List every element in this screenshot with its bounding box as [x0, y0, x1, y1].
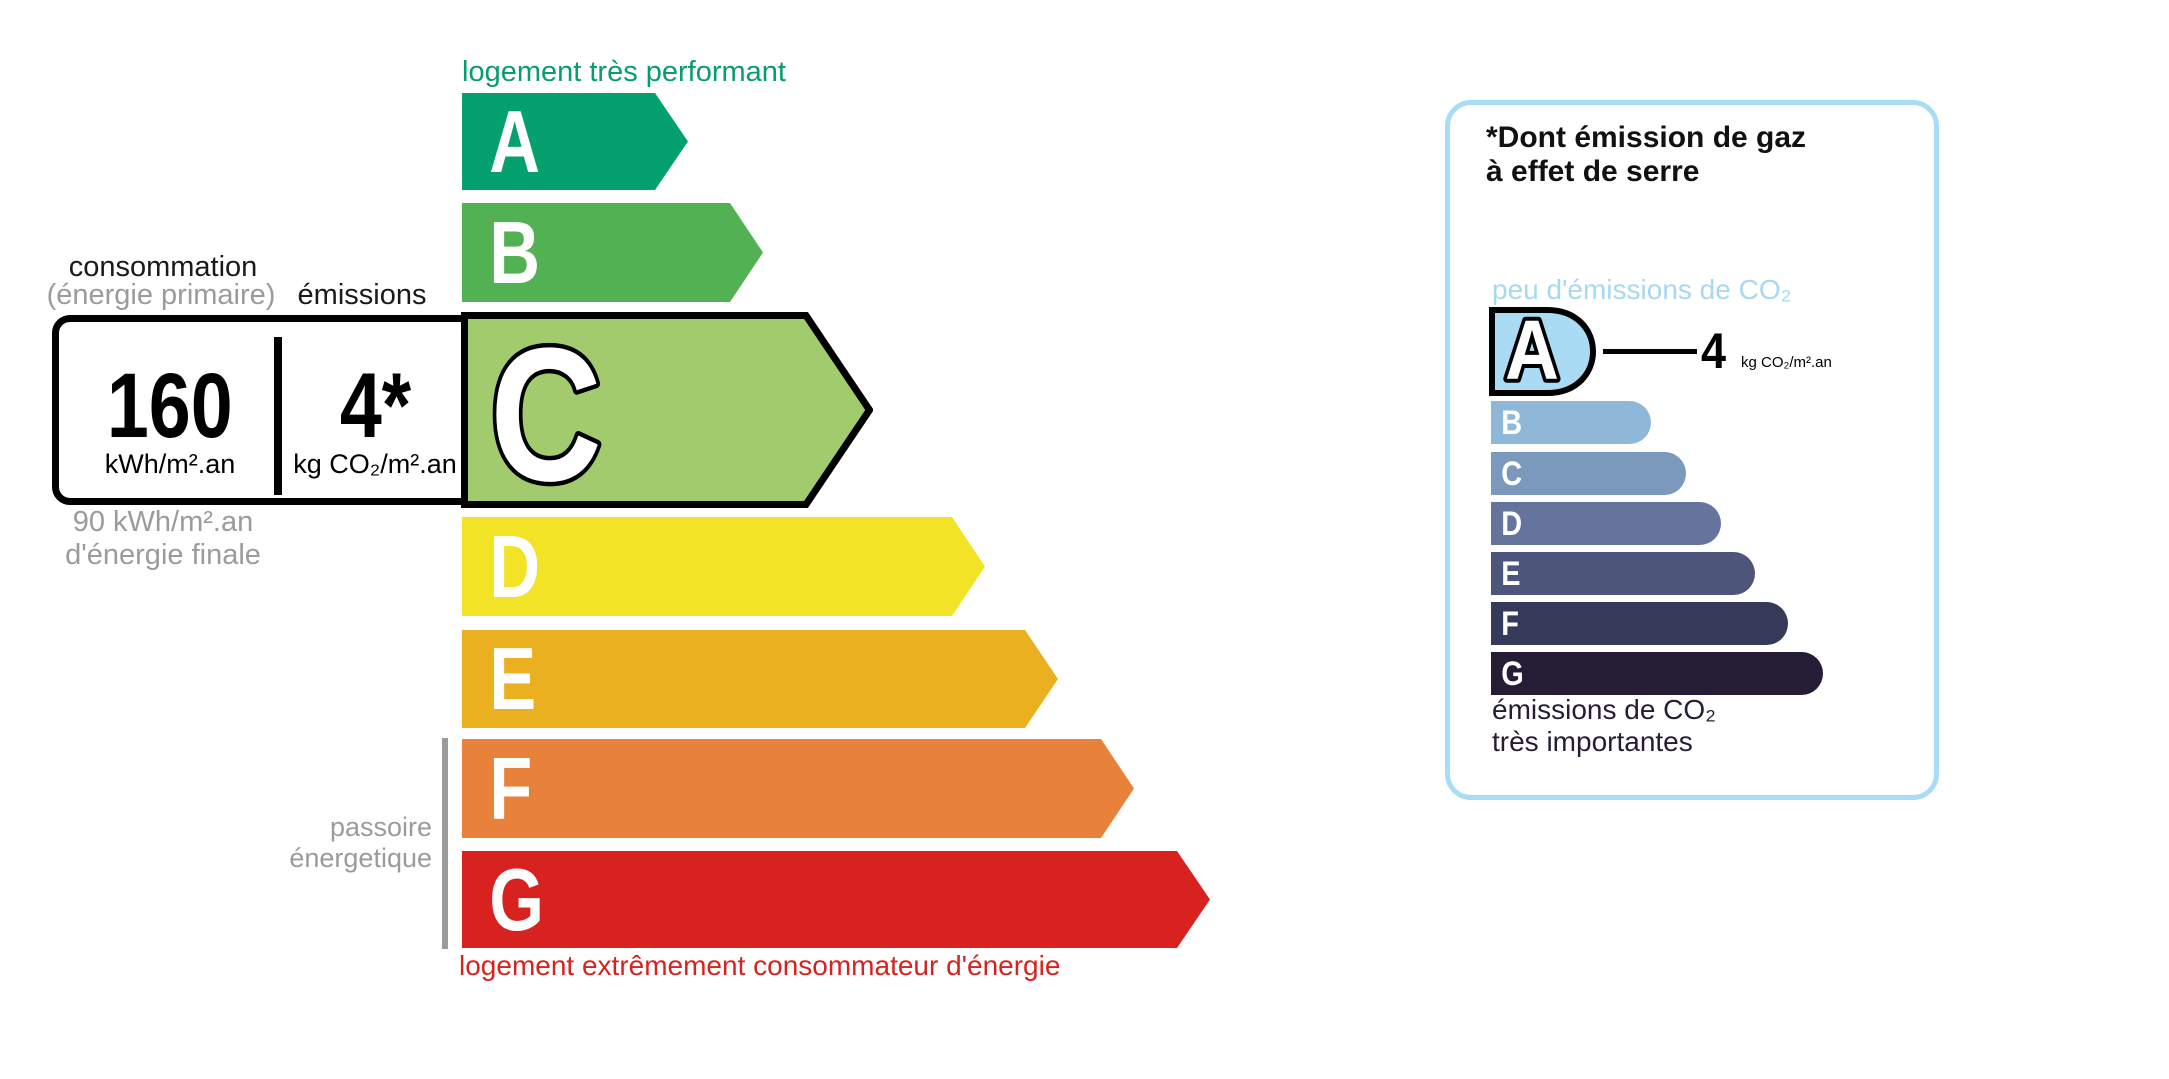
co2-class-c-letter: C: [1501, 454, 1523, 493]
co2-class-a-arrow-body: [1489, 307, 1597, 396]
final-energy-line2: d'énergie finale: [65, 539, 261, 571]
energy-class-a-letter: A: [489, 91, 541, 191]
energy-class-c-arrow-body: [461, 312, 874, 508]
passoire-label: passoire énergetique: [230, 812, 432, 874]
co2-high-emissions-line2: très importantes: [1492, 726, 1693, 757]
co2-class-d-bar: D: [1491, 502, 1721, 545]
co2-class-a-letter: A: [1505, 307, 1559, 396]
emissions-header: émissions: [297, 279, 427, 311]
consumption-cell: 160 kWh/m².an: [66, 329, 274, 503]
energy-class-f-letter: F: [489, 738, 533, 838]
co2-class-e-bar: E: [1491, 552, 1755, 595]
energy-scale-top-label: logement très performant: [462, 56, 786, 88]
co2-class-d-letter: D: [1501, 504, 1523, 543]
consumption-subheader: (énergie primaire): [46, 279, 276, 311]
energy-class-e-arrow: E: [462, 630, 1058, 728]
energy-class-d-letter: D: [489, 516, 541, 616]
consumption-header: consommation: [68, 251, 258, 283]
co2-value-connector-line: [1603, 349, 1697, 354]
emissions-cell: 4* kg CO₂/m².an: [282, 329, 468, 503]
consumption-unit: kWh/m².an: [104, 448, 236, 479]
co2-value: 4: [1701, 323, 1727, 379]
co2-panel-title: *Dont émission de gaz à effet de serre: [1486, 121, 1806, 189]
energy-class-c-arrow-shape: C: [461, 305, 874, 526]
co2-high-emissions-line1: émissions de CO₂: [1492, 694, 1717, 725]
co2-class-a-arrow-shape: A: [1489, 299, 1597, 401]
co2-high-emissions-label: émissions de CO₂ très importantes: [1492, 694, 1716, 758]
emissions-unit: kg CO₂/m².an: [293, 448, 457, 479]
passoire-marker-bar: [442, 738, 448, 949]
energy-class-b-arrow: B: [462, 203, 763, 302]
emissions-value: 4*: [339, 355, 411, 458]
co2-class-g-bar: G: [1491, 652, 1823, 695]
final-energy-line1: 90 kWh/m².an: [72, 506, 254, 538]
energy-scale-bottom-label: logement extrêmement consommateur d'éner…: [459, 950, 1061, 981]
co2-emissions-panel: *Dont émission de gaz à effet de serre p…: [1445, 100, 1939, 800]
co2-class-f-bar: F: [1491, 602, 1788, 645]
co2-class-e-letter: E: [1501, 554, 1521, 593]
co2-class-a-arrow: A: [1489, 299, 1597, 401]
co2-class-c-bar: C: [1491, 452, 1686, 495]
co2-panel-title-line2: à effet de serre: [1486, 155, 1700, 188]
co2-class-f-letter: F: [1501, 604, 1519, 643]
energy-class-c-arrow: C: [461, 305, 874, 526]
co2-low-emissions-label: peu d'émissions de CO₂: [1492, 274, 1792, 305]
consumption-emissions-box: 160 kWh/m².an 4* kg CO₂/m².an: [52, 315, 468, 505]
final-energy-note: 90 kWh/m².an d'énergie finale: [65, 506, 261, 572]
energy-class-d-arrow: D: [462, 517, 985, 616]
energy-class-g-letter: G: [489, 849, 544, 949]
co2-panel-title-line1: *Dont émission de gaz: [1486, 121, 1807, 154]
energy-class-b-letter: B: [489, 202, 541, 302]
passoire-label-line2: énergetique: [289, 843, 432, 873]
energy-class-a-arrow: A: [462, 93, 688, 190]
co2-value-unit: kg CO₂/m².an: [1741, 354, 1832, 371]
passoire-label-line1: passoire: [329, 812, 432, 842]
co2-class-b-bar: B: [1491, 401, 1651, 444]
energy-class-g-arrow: G: [462, 851, 1210, 948]
energy-class-f-arrow: F: [462, 739, 1134, 838]
energy-class-c-letter: C: [490, 312, 602, 508]
energy-class-e-letter: E: [489, 629, 537, 728]
co2-class-g-letter: G: [1501, 654, 1524, 693]
box-divider: [274, 337, 282, 495]
consumption-value: 160: [107, 355, 233, 458]
co2-class-b-letter: B: [1501, 403, 1523, 442]
